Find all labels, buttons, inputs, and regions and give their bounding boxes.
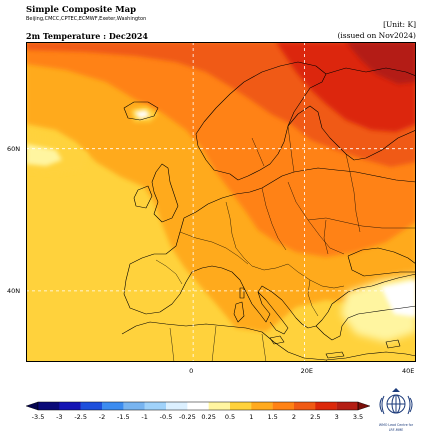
anomaly-band-25-3 — [346, 42, 416, 84]
colorbar-swatch-13 — [315, 402, 337, 410]
colorbar-swatch-5 — [144, 402, 167, 410]
coast-ireland — [133, 185, 153, 209]
colorbar-label-10: 1 — [249, 413, 253, 421]
border-ukraine-north — [307, 217, 416, 229]
border-finland-russia — [287, 125, 295, 173]
colorbar-label-12: 2 — [292, 413, 296, 421]
coast-aegean — [315, 305, 416, 341]
colorbar-label-8: 0.25 — [201, 413, 215, 421]
coast-north-europe — [183, 167, 416, 219]
colorbar-swatch-4 — [123, 402, 145, 410]
coast-finland — [287, 105, 416, 161]
country-borders — [155, 125, 416, 362]
logo-line-2: LRF-MME — [388, 427, 404, 432]
title-block: Simple Composite Map Beijing,CMCC,CPTEC,… — [0, 0, 428, 42]
lon-tick-2: 40E — [402, 367, 415, 375]
colorbar-label-15: 3.5 — [353, 413, 363, 421]
border-germany — [225, 201, 289, 271]
issued-label: (issued on Nov2024) — [337, 31, 416, 40]
map-subtitle: 2m Temperature : Dec2024 — [26, 31, 148, 41]
colorbar-swatch-14 — [336, 402, 359, 410]
coast-sicily — [269, 335, 285, 345]
anomaly-field — [26, 42, 416, 362]
colorbar-label-7: -0.25 — [179, 413, 196, 421]
colorbar-label-0: -3.5 — [32, 413, 45, 421]
coast-black-sea — [347, 247, 416, 277]
lat-tick-0: 60N — [7, 144, 21, 153]
wmo-emblem-icon — [379, 388, 413, 415]
colorbar-swatch-9 — [230, 402, 252, 410]
colorbar-high-extension — [357, 401, 371, 411]
coast-corsica — [239, 287, 245, 299]
map-panel: 60N 40N 0 20E 40E — [7, 42, 416, 375]
border-belarus — [287, 181, 345, 255]
coast-crete — [325, 351, 345, 359]
coastlines — [121, 61, 416, 361]
border-iberia — [155, 259, 183, 285]
temperature-map — [26, 42, 416, 362]
border-sweden-norway — [251, 137, 265, 167]
colorbar-label-5: -1 — [141, 413, 147, 421]
anomaly-patch-white-1 — [134, 110, 150, 119]
colorbar-swatch-10 — [251, 402, 273, 410]
colorbar-label-3: -2 — [99, 413, 105, 421]
lon-tick-1: 20E — [300, 367, 313, 375]
coast-north-africa — [121, 321, 416, 361]
colorbar-swatch-2 — [80, 402, 103, 410]
border-balkans — [287, 263, 345, 289]
colorbar-label-1: -3 — [56, 413, 62, 421]
colorbar-label-14: 3 — [335, 413, 339, 421]
colorbar-swatch-7 — [187, 402, 209, 410]
lat-tick-1: 40N — [7, 286, 21, 295]
colorbar-label-2: -2.5 — [74, 413, 87, 421]
colorbar-label-9: 0.5 — [225, 413, 235, 421]
colorbar-swatch-1 — [59, 402, 81, 410]
map-frame — [26, 42, 416, 362]
gridlines — [26, 42, 416, 362]
border-russia-west — [345, 153, 361, 233]
model-sources: Beijing,CMCC,CPTEC,ECMWF,Exeter,Washingt… — [26, 16, 147, 22]
colorbar-svg: -3.5 -3 -2.5 -2 -1.5 -1 -0.5 -0.25 0.25 0.5 1 1.5 2 2… — [25, 401, 371, 421]
colorbar-swatch-3 — [102, 402, 124, 410]
colorbar: -3.5 -3 -2.5 -2 -1.5 -1 -0.5 -0.25 0.25 0.5 1 1.5 2 2… — [22, 398, 374, 428]
logo-line-1: WMO Lead Centre for — [378, 423, 414, 427]
colorbar-swatch-0 — [38, 402, 60, 410]
coast-mediterranean-north — [123, 217, 416, 329]
border-north-africa — [169, 325, 329, 362]
coast-great-britain — [151, 163, 179, 223]
anomaly-patch-pale-1 — [26, 144, 62, 166]
border-serbia — [307, 279, 319, 317]
map-title: Simple Composite Map — [26, 5, 137, 15]
colorbar-swatch-6 — [166, 402, 188, 410]
anomaly-patch-white-2 — [381, 280, 416, 317]
unit-label: [Unit: K] — [383, 20, 416, 29]
wmo-logo: WMO Lead Centre for LRF-MME — [376, 388, 416, 434]
coast-barents — [325, 67, 416, 77]
border-poland — [261, 187, 287, 251]
border-moldova — [323, 219, 329, 255]
colorbar-label-13: 2.5 — [310, 413, 320, 421]
colorbar-swatch-11 — [272, 402, 295, 410]
coast-cyprus — [385, 339, 401, 349]
colorbar-low-extension — [25, 401, 39, 411]
coast-italy — [257, 291, 289, 335]
colorbar-label-4: -1.5 — [117, 413, 130, 421]
coast-sardinia — [233, 301, 245, 323]
colorbar-frame — [37, 401, 359, 411]
coast-scandinavia — [195, 61, 327, 181]
lon-tick-0: 0 — [189, 367, 194, 375]
coast-iceland — [123, 101, 159, 121]
colorbar-label-11: 1.5 — [267, 413, 277, 421]
colorbar-label-6: -0.5 — [160, 413, 173, 421]
colorbar-swatch-12 — [294, 402, 316, 410]
colorbar-swatch-8 — [208, 402, 231, 410]
